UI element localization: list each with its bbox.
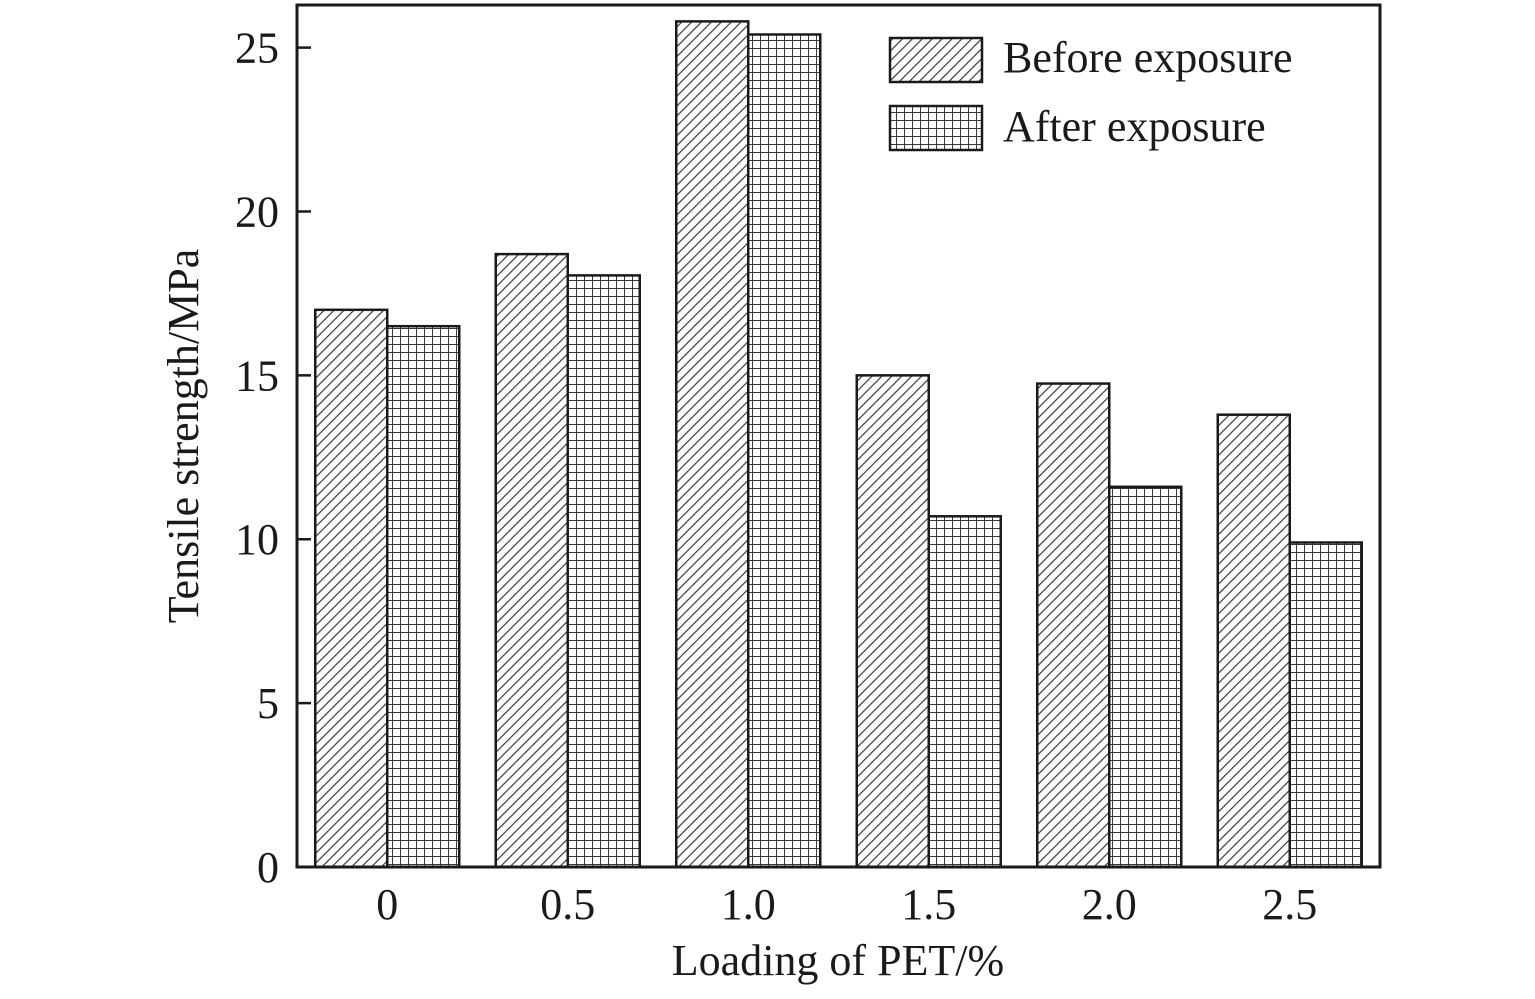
bar-before-exposure-2_5: [1216, 413, 1291, 869]
legend: Before exposure After exposure: [888, 33, 1293, 152]
legend-label-after-exposure: After exposure: [1003, 102, 1266, 151]
y-tick-label: 15: [235, 351, 279, 400]
bar-before-exposure-2_0: [1036, 382, 1111, 869]
bar-before-exposure-1_0: [675, 20, 750, 869]
bar-after-exposure-2_0: [1108, 485, 1183, 869]
x-axis: 0 0.5 1.0 1.5 2.0 2.5: [376, 880, 1317, 929]
legend-swatch-after-exposure: [888, 104, 984, 152]
x-tick-label: 1.5: [901, 880, 956, 929]
x-tick-label: 0: [376, 880, 398, 929]
x-axis-title: Loading of PET/%: [672, 936, 1004, 985]
bar-before-exposure-1_5: [855, 374, 930, 869]
legend-swatch-before-exposure: [888, 36, 984, 84]
x-tick-label: 1.0: [721, 880, 776, 929]
bar-after-exposure-2_5: [1288, 541, 1363, 869]
y-tick-label: 20: [235, 187, 279, 236]
y-tick-label: 0: [257, 843, 279, 892]
bar-after-exposure-1_0: [747, 33, 822, 869]
y-axis: 0 5 10 15 20 25: [235, 24, 311, 892]
bars-layer: [314, 20, 1363, 869]
x-tick-label: 2.5: [1262, 880, 1317, 929]
y-axis-title: Tensile strength/MPa: [159, 249, 208, 624]
y-tick-label: 5: [257, 679, 279, 728]
bar-before-exposure-0: [314, 308, 389, 869]
bar-after-exposure-1_5: [927, 515, 1002, 869]
x-tick-label: 2.0: [1082, 880, 1137, 929]
x-tick-label: 0.5: [540, 880, 595, 929]
legend-label-before-exposure: Before exposure: [1003, 33, 1293, 82]
y-tick-label: 25: [235, 24, 279, 73]
y-tick-label: 10: [235, 515, 279, 564]
bar-before-exposure-0_5: [494, 252, 569, 869]
bar-after-exposure-0: [386, 324, 461, 869]
bar-after-exposure-0_5: [566, 274, 641, 869]
plot-frame: [295, 3, 1382, 869]
